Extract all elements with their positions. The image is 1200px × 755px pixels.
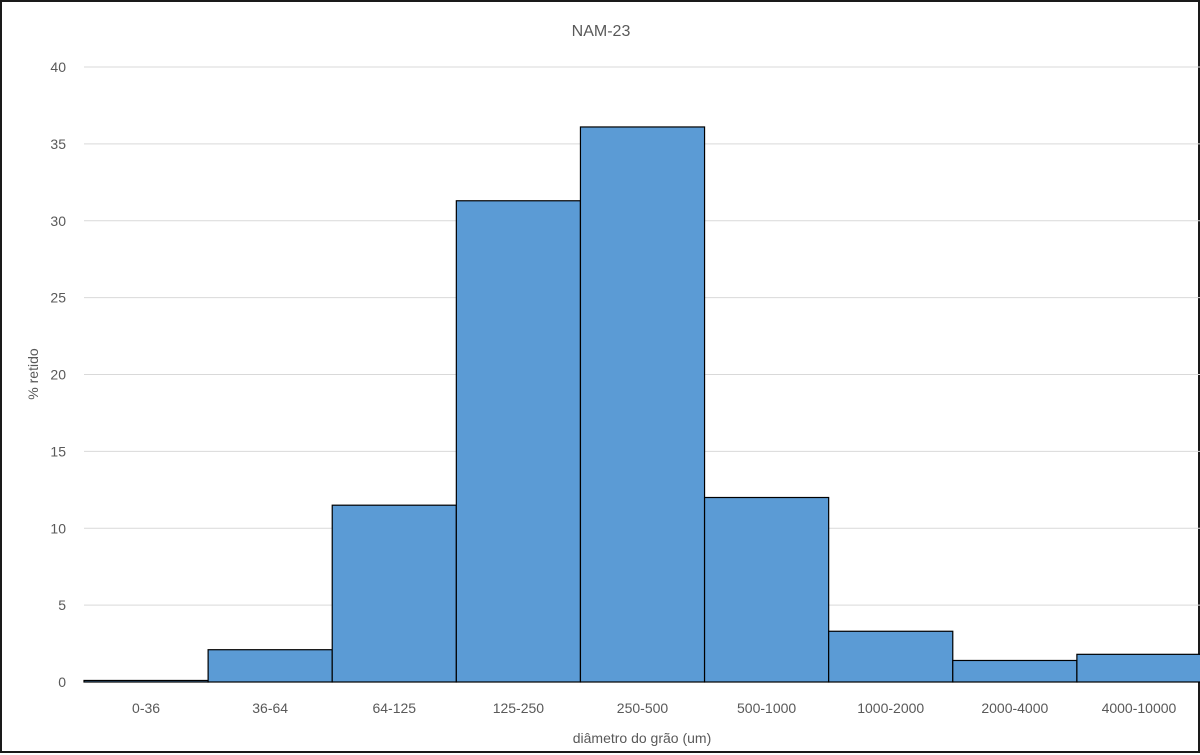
y-tick-labels: 0 5 10 15 20 25 30 35 40 (50, 59, 66, 690)
x-tick-label: 250-500 (617, 700, 669, 716)
chart-title: NAM-23 (572, 23, 631, 40)
bar-0-36 (83, 679, 209, 683)
bar-2000-4000 (952, 659, 1078, 683)
bar-250-500 (579, 126, 706, 683)
y-tick-label: 30 (50, 213, 66, 229)
y-tick-label: 15 (50, 443, 66, 459)
x-axis-title: diâmetro do grão (um) (573, 730, 712, 746)
bar-4000-10000 (1076, 653, 1200, 683)
y-tick-label: 35 (50, 136, 66, 152)
y-tick-label: 10 (50, 520, 66, 536)
x-tick-label: 36-64 (252, 700, 288, 716)
x-tick-label: 1000-2000 (857, 700, 924, 716)
bar-36-64 (207, 649, 333, 683)
bar-layer (83, 126, 1200, 683)
y-tick-label: 25 (50, 290, 66, 306)
y-tick-label: 40 (50, 59, 66, 75)
x-tick-label: 500-1000 (737, 700, 796, 716)
bar-1000-2000 (828, 630, 954, 683)
y-tick-label: 0 (58, 674, 66, 690)
x-tick-label: 0-36 (132, 700, 160, 716)
bar-125-250 (455, 200, 582, 683)
x-tick-label: 4000-10000 (1102, 700, 1177, 716)
y-axis-title: % retido (25, 348, 41, 400)
y-tick-label: 20 (50, 367, 66, 383)
x-tick-labels: 0-36 36-64 64-125 125-250 250-500 500-1000 100… (132, 700, 1176, 716)
x-tick-label: 125-250 (493, 700, 545, 716)
bar-500-1000 (703, 496, 830, 683)
bar-64-125 (331, 504, 457, 683)
y-tick-label: 5 (58, 597, 66, 613)
x-tick-label: 2000-4000 (981, 700, 1048, 716)
x-tick-label: 64-125 (372, 700, 416, 716)
